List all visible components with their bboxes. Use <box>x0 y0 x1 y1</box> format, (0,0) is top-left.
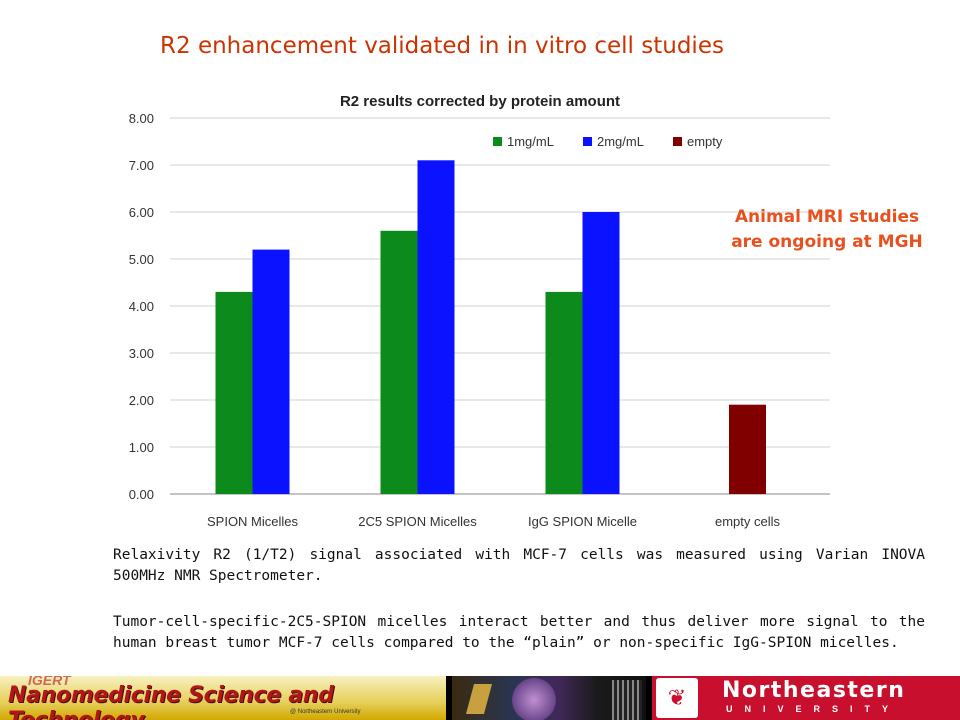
caption-conclusion: Tumor-cell-specific-2C5-SPION micelles i… <box>113 614 925 651</box>
y-tick-label: 1.00 <box>129 440 154 455</box>
bar <box>545 291 583 494</box>
artwork-cell <box>512 678 556 720</box>
igert-logo: IGERT Nanomedicine Science and Technolog… <box>0 676 446 720</box>
bar <box>380 230 418 495</box>
caption-relaxivity: Relaxivity R2 (1/T2) signal associated w… <box>113 547 925 584</box>
igert-overlay-text: IGERT <box>28 676 71 688</box>
y-tick-label: 0.00 <box>129 487 154 502</box>
x-tick-label: IgG SPION Micelle <box>528 514 637 529</box>
northeastern-seal-icon: ❦ <box>656 678 698 718</box>
x-tick-label: SPION Micelles <box>207 514 299 529</box>
bar <box>252 249 290 494</box>
legend-swatch <box>493 137 502 146</box>
bar <box>417 160 455 495</box>
y-tick-label: 7.00 <box>129 158 154 173</box>
bar-chart: 0.00 1.00 2.00 3.00 4.00 5.00 6.00 7.00 8.00 R2 r… <box>129 93 830 529</box>
igert-logo-text: Nanomedicine Science and Technology <box>8 683 334 720</box>
nanotech-artwork <box>452 676 646 720</box>
y-tick-label: 5.00 <box>129 252 154 267</box>
legend-label: 2mg/mL <box>597 134 644 149</box>
y-tick-label: 3.00 <box>129 346 154 361</box>
northeastern-name: Northeastern <box>722 678 906 703</box>
slide-title: R2 enhancement validated in in vitro cel… <box>160 33 724 59</box>
bar <box>729 404 766 494</box>
legend-swatch <box>583 137 592 146</box>
y-tick-label: 2.00 <box>129 393 154 408</box>
legend-label: 1mg/mL <box>507 134 554 149</box>
y-tick-label: 8.00 <box>129 111 154 126</box>
northeastern-logo: ❦ Northeastern UNIVERSITY <box>652 676 960 720</box>
bar <box>582 212 620 494</box>
legend-label: empty <box>687 134 723 149</box>
bar <box>215 291 253 494</box>
northeastern-university-text: UNIVERSITY <box>726 704 901 714</box>
artwork-stripes <box>612 680 642 720</box>
artwork-shape <box>465 684 493 714</box>
footer-banner: IGERT Nanomedicine Science and Technolog… <box>0 676 960 720</box>
y-tick-label: 6.00 <box>129 205 154 220</box>
legend-swatch <box>673 137 682 146</box>
igert-logo-subtext: @ Northeastern University <box>290 709 361 715</box>
side-note: Animal MRI studies are ongoing at MGH <box>731 207 923 252</box>
chart-title: R2 results corrected by protein amount <box>340 93 620 110</box>
y-tick-label: 4.00 <box>129 299 154 314</box>
x-tick-label: empty cells <box>715 514 781 529</box>
x-tick-label: 2C5 SPION Micelles <box>358 514 477 529</box>
